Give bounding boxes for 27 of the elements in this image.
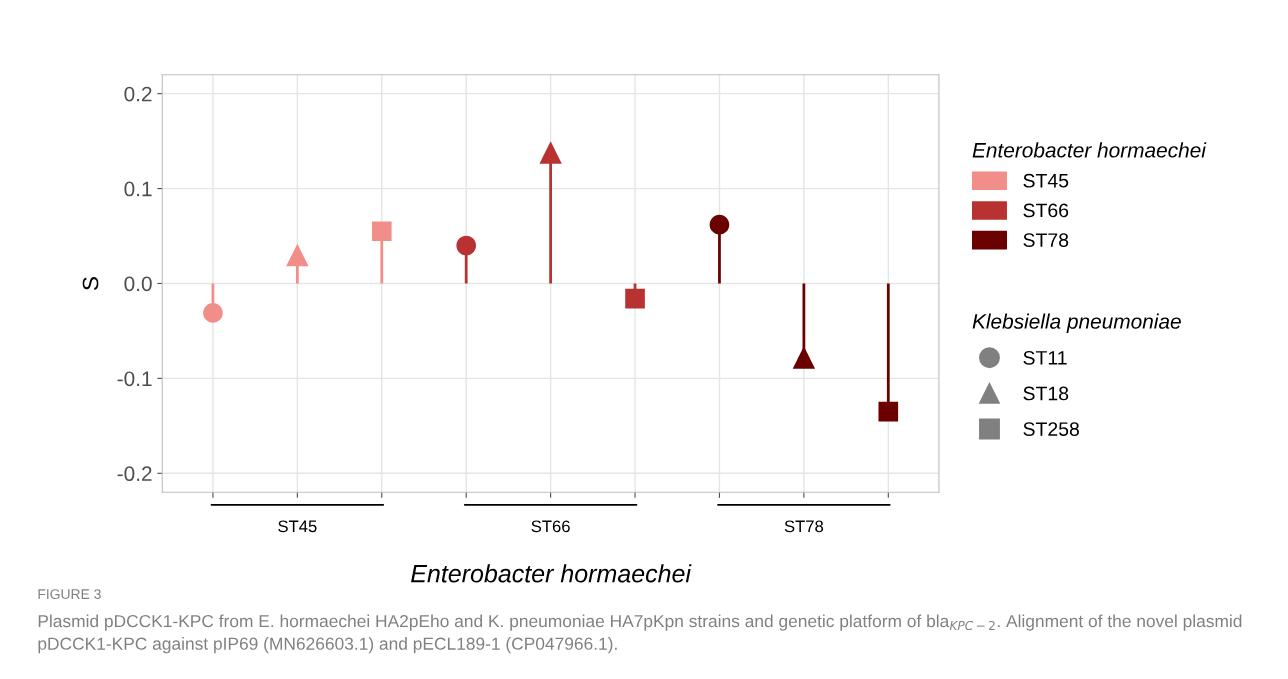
y-tick-label: -0.1 — [117, 371, 152, 387]
text: ST45 — [278, 520, 317, 533]
caption: FIGURE 3 — [38, 589, 101, 600]
text: Plasmid pDCCK1-KPC from E. hormaechei HA2pEho and K. pneumoniae HA7pKpn strains and genetic platform of bla$_{KPC−2}$. Alignment of the novel plasmid pDCCK1-KPC against pIP69 (MN626603.1) and pECL189-1 (CP047966.1). — [38, 614, 1242, 654]
y-axis-title: S — [82, 277, 99, 290]
y-tick-label: 0.2 — [124, 86, 152, 102]
text: ST78 — [784, 520, 824, 533]
legend-label: ST258 — [1023, 422, 1079, 436]
point — [203, 303, 223, 323]
legend-label: ST78 — [1023, 233, 1069, 247]
x-axis-title: Enterobacter hormaechei — [411, 564, 692, 583]
text: Klebsiella pneumoniae — [972, 313, 1181, 333]
point — [456, 235, 477, 256]
point — [539, 141, 562, 164]
y-tick-label: 0.0 — [124, 276, 152, 292]
legend-label: ST11 — [1023, 350, 1067, 365]
legend-label: ST66 — [1023, 203, 1069, 218]
legend-label: ST18 — [1023, 386, 1069, 401]
legend-label: ST45 — [1023, 173, 1069, 188]
point — [709, 214, 730, 235]
point — [371, 221, 392, 242]
point — [878, 401, 899, 422]
text: Enterobacter hormaechei — [972, 142, 1207, 158]
point — [286, 243, 309, 267]
y-tick-label: 0.1 — [124, 181, 152, 197]
y-tick-label: -0.2 — [117, 466, 152, 482]
text: ST66 — [531, 520, 570, 533]
